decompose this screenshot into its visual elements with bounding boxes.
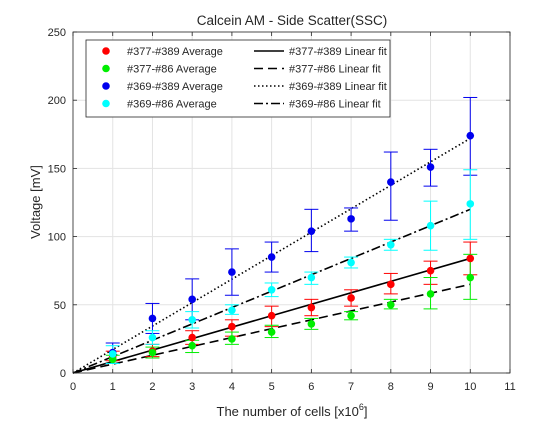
y-tick-label: 200 <box>48 95 66 107</box>
data-point-3-3 <box>228 306 236 315</box>
data-point-1-1 <box>148 348 157 357</box>
data-point-2-7 <box>387 178 395 186</box>
legend-fit-label-3: #369-#86 Linear fit <box>289 99 381 111</box>
legend-fit-label-0: #377-#389 Linear fit <box>289 46 387 58</box>
x-tick-label: 8 <box>388 381 394 393</box>
y-tick-label: 100 <box>48 232 66 244</box>
data-point-3-4 <box>267 285 276 294</box>
legend: #377-#389 Average #377-#389 Linear fit #37… <box>85 39 391 118</box>
data-point-3-2 <box>188 316 196 324</box>
x-axis-title-exponent: 6 <box>359 402 364 412</box>
legend-label-0: #377-#389 Average <box>127 46 223 58</box>
data-point-0-5 <box>307 303 316 312</box>
data-point-2-3 <box>228 268 236 276</box>
data-point-0-9 <box>466 254 475 263</box>
legend-fit-label-2: #369-#389 Linear fit <box>289 81 387 93</box>
data-point-2-9 <box>466 131 475 140</box>
legend-label-1: #377-#86 Average <box>127 64 217 76</box>
data-point-1-7 <box>387 301 395 309</box>
axis-ticks: 0 1 2 3 4 5 6 7 8 9 10 11 0 50 100 150 200 250 <box>48 27 516 393</box>
legend-marker-3 <box>102 99 110 108</box>
y-tick-label: 150 <box>48 163 66 175</box>
data-point-1-6 <box>347 311 355 320</box>
data-point-0-6 <box>347 294 355 302</box>
data-point-3-6 <box>347 258 355 267</box>
x-tick-label: 10 <box>464 381 476 393</box>
y-tick-label: 0 <box>60 368 66 380</box>
x-tick-label: 1 <box>110 381 116 393</box>
x-tick-label: 11 <box>504 381 515 393</box>
x-tick-label: 5 <box>269 381 275 393</box>
legend-marker-1 <box>102 64 110 73</box>
legend-fit-label-1: #377-#86 Linear fit <box>289 64 381 76</box>
data-point-0-2 <box>188 333 196 342</box>
data-points <box>108 131 475 364</box>
x-tick-label: 7 <box>348 381 354 393</box>
legend-label-3: #369-#86 Average <box>127 99 217 111</box>
y-tick-label: 50 <box>54 300 66 312</box>
data-point-2-8 <box>426 163 435 171</box>
data-point-3-5 <box>307 273 316 282</box>
legend-box <box>85 39 391 118</box>
data-point-3-8 <box>426 221 435 230</box>
data-point-1-9 <box>466 273 475 282</box>
legend-label-2: #369-#389 Average <box>127 81 223 93</box>
x-tick-label: 9 <box>427 381 433 393</box>
data-point-2-2 <box>188 295 196 304</box>
x-tick-label: 0 <box>70 381 76 393</box>
data-point-3-1 <box>148 333 157 342</box>
x-tick-label: 2 <box>149 381 155 393</box>
y-axis-title: Voltage [mV] <box>28 165 43 239</box>
data-point-1-0 <box>108 355 117 364</box>
x-axis-title: The number of cells [x106] <box>217 402 368 419</box>
plot-frame <box>72 31 511 374</box>
data-point-2-4 <box>267 253 276 261</box>
y-tick-label: 250 <box>48 27 66 39</box>
data-point-0-4 <box>267 311 276 320</box>
legend-marker-2 <box>102 82 110 90</box>
fit-line-3 <box>72 208 471 374</box>
data-point-2-1 <box>148 314 157 323</box>
data-point-2-6 <box>347 215 355 223</box>
data-point-1-8 <box>426 290 435 298</box>
x-tick-label: 3 <box>189 381 195 393</box>
fit-line-2 <box>72 137 471 374</box>
data-point-0-7 <box>387 280 395 289</box>
legend-marker-0 <box>102 47 110 55</box>
data-point-3-7 <box>387 240 395 249</box>
chart-title: Calcein AM - Side Scatter(SSC) <box>197 13 388 28</box>
data-point-1-2 <box>188 341 196 350</box>
data-point-1-3 <box>228 335 236 343</box>
data-point-0-3 <box>228 322 236 331</box>
data-point-3-0 <box>108 350 117 358</box>
data-point-1-4 <box>267 328 276 336</box>
data-point-0-8 <box>426 266 435 275</box>
x-tick-label: 4 <box>229 381 235 393</box>
data-point-3-9 <box>466 200 475 208</box>
data-point-2-5 <box>307 227 316 235</box>
data-point-1-5 <box>307 320 316 328</box>
x-tick-label: 6 <box>308 381 314 393</box>
